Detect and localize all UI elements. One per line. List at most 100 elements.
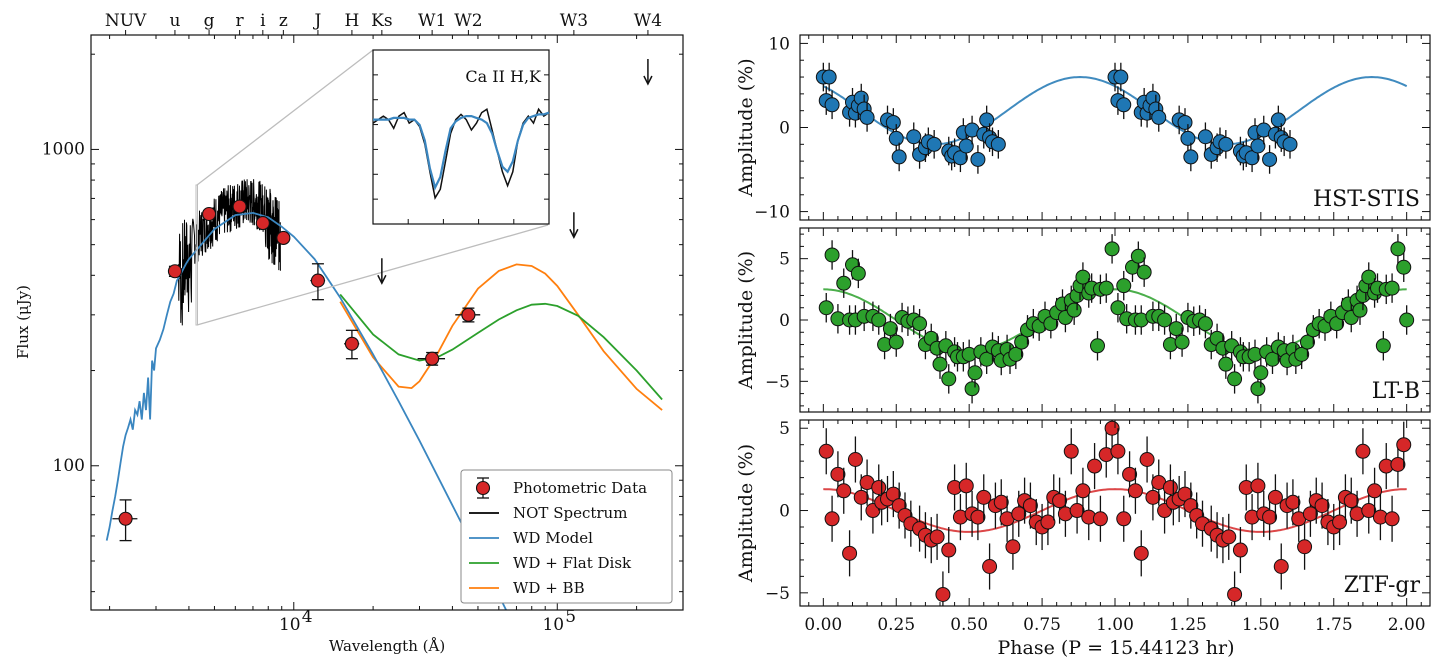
- data-point: [824, 495, 840, 542]
- x-tick-label: 1.75: [1315, 615, 1353, 635]
- marker: [1133, 545, 1149, 561]
- data-point: [888, 124, 904, 153]
- photometry-marker: [167, 264, 182, 279]
- data-point: [1057, 490, 1073, 537]
- data-point: [1133, 305, 1149, 335]
- marker: [850, 265, 866, 281]
- y-tick-label: 100: [53, 456, 85, 476]
- data-point: [1297, 523, 1313, 570]
- marker: [979, 112, 995, 128]
- marker: [824, 511, 840, 527]
- wd-flat-disk-curve: [339, 293, 663, 401]
- y-tick-label: 0: [779, 119, 790, 139]
- data-point: [836, 268, 852, 298]
- sed-ylabel: Flux (μJy): [14, 285, 32, 359]
- upper-limit-arrow: [569, 212, 579, 239]
- y-tick-label: −5: [765, 584, 790, 604]
- data-point: [1005, 523, 1021, 570]
- marker: [1197, 129, 1213, 145]
- data-point: [1043, 308, 1059, 339]
- data-point: [1227, 571, 1243, 606]
- marker: [952, 150, 968, 166]
- marker: [1390, 456, 1406, 472]
- data-point: [1157, 305, 1173, 335]
- marker: [982, 558, 998, 574]
- marker: [1040, 514, 1056, 530]
- legend-entry: NOT Spectrum: [469, 504, 627, 522]
- data-point: [1355, 428, 1371, 475]
- y-axis-label: Amplitude (%): [735, 251, 757, 390]
- marker: [836, 275, 852, 291]
- data-point: [941, 364, 957, 394]
- band-label: W2: [454, 11, 482, 31]
- data-point: [979, 344, 995, 374]
- data-point: [1247, 339, 1263, 370]
- data-point: [1314, 482, 1330, 529]
- marker: [1396, 259, 1412, 275]
- ztf-gr-panel: −5 0 5 Amplitude (%) ZTF-gr 0.00 0.25 0.50 0.75 1…: [735, 419, 1431, 635]
- sed-models: [105, 211, 663, 611]
- data-point: [1273, 543, 1289, 590]
- marker: [970, 509, 986, 525]
- marker: [929, 529, 945, 545]
- photometry-marker: [310, 273, 325, 288]
- marker: [1136, 264, 1152, 280]
- data-point: [1104, 234, 1120, 264]
- photometry-marker: [202, 206, 217, 222]
- band-label: H: [344, 11, 359, 31]
- data-point: [1218, 349, 1234, 379]
- data-point: [1098, 431, 1114, 478]
- y-tick-label: 5: [779, 419, 790, 439]
- arrow-head: [377, 274, 387, 285]
- marker: [821, 69, 837, 85]
- x-tick-label: 0.75: [1023, 615, 1061, 635]
- data-point: [1090, 331, 1105, 361]
- data-point: [1092, 495, 1108, 542]
- marker: [871, 312, 887, 328]
- marker: [1332, 514, 1348, 530]
- marker: [1384, 511, 1400, 527]
- marker: [1285, 494, 1301, 510]
- data-point: [859, 103, 875, 132]
- data-point: [1110, 428, 1126, 475]
- data-point: [932, 349, 948, 379]
- data-point: [1232, 526, 1248, 574]
- marker: [1265, 351, 1280, 367]
- data-point: [1122, 451, 1138, 498]
- y-axis-label: Amplitude (%): [735, 58, 757, 197]
- marker: [1218, 356, 1234, 372]
- marker: [830, 466, 846, 482]
- data-point: [1349, 490, 1365, 537]
- data-point: [1267, 474, 1283, 521]
- marker: [1116, 278, 1132, 294]
- marker: [1375, 338, 1391, 354]
- marker: [964, 381, 980, 397]
- marker: [1390, 241, 1406, 257]
- marker: [990, 136, 1006, 152]
- marker: [1250, 381, 1266, 397]
- marker: [1250, 478, 1266, 494]
- upper-limit-arrow: [643, 58, 653, 86]
- y-tick-label: 0: [779, 311, 790, 331]
- photometry-point: [232, 199, 247, 214]
- marker: [1104, 420, 1120, 436]
- photometry-marker: [118, 511, 133, 526]
- data-point: [1218, 130, 1234, 159]
- data-point: [836, 467, 852, 514]
- data-point: [821, 62, 837, 92]
- data-point: [1151, 459, 1167, 506]
- data-point: [818, 428, 834, 475]
- data-point: [982, 543, 998, 590]
- band-label: r: [236, 11, 245, 31]
- marker: [1232, 542, 1248, 558]
- photometry-point: [310, 263, 326, 301]
- photometry-point: [344, 329, 360, 360]
- data-point: [847, 436, 863, 483]
- inset-zoom-lines: [195, 49, 549, 326]
- data-point: [1075, 262, 1091, 292]
- data-point: [1250, 462, 1266, 509]
- data-point: [1127, 467, 1143, 514]
- data-point: [1116, 495, 1132, 542]
- marker: [1069, 503, 1085, 519]
- data-point: [1116, 270, 1132, 301]
